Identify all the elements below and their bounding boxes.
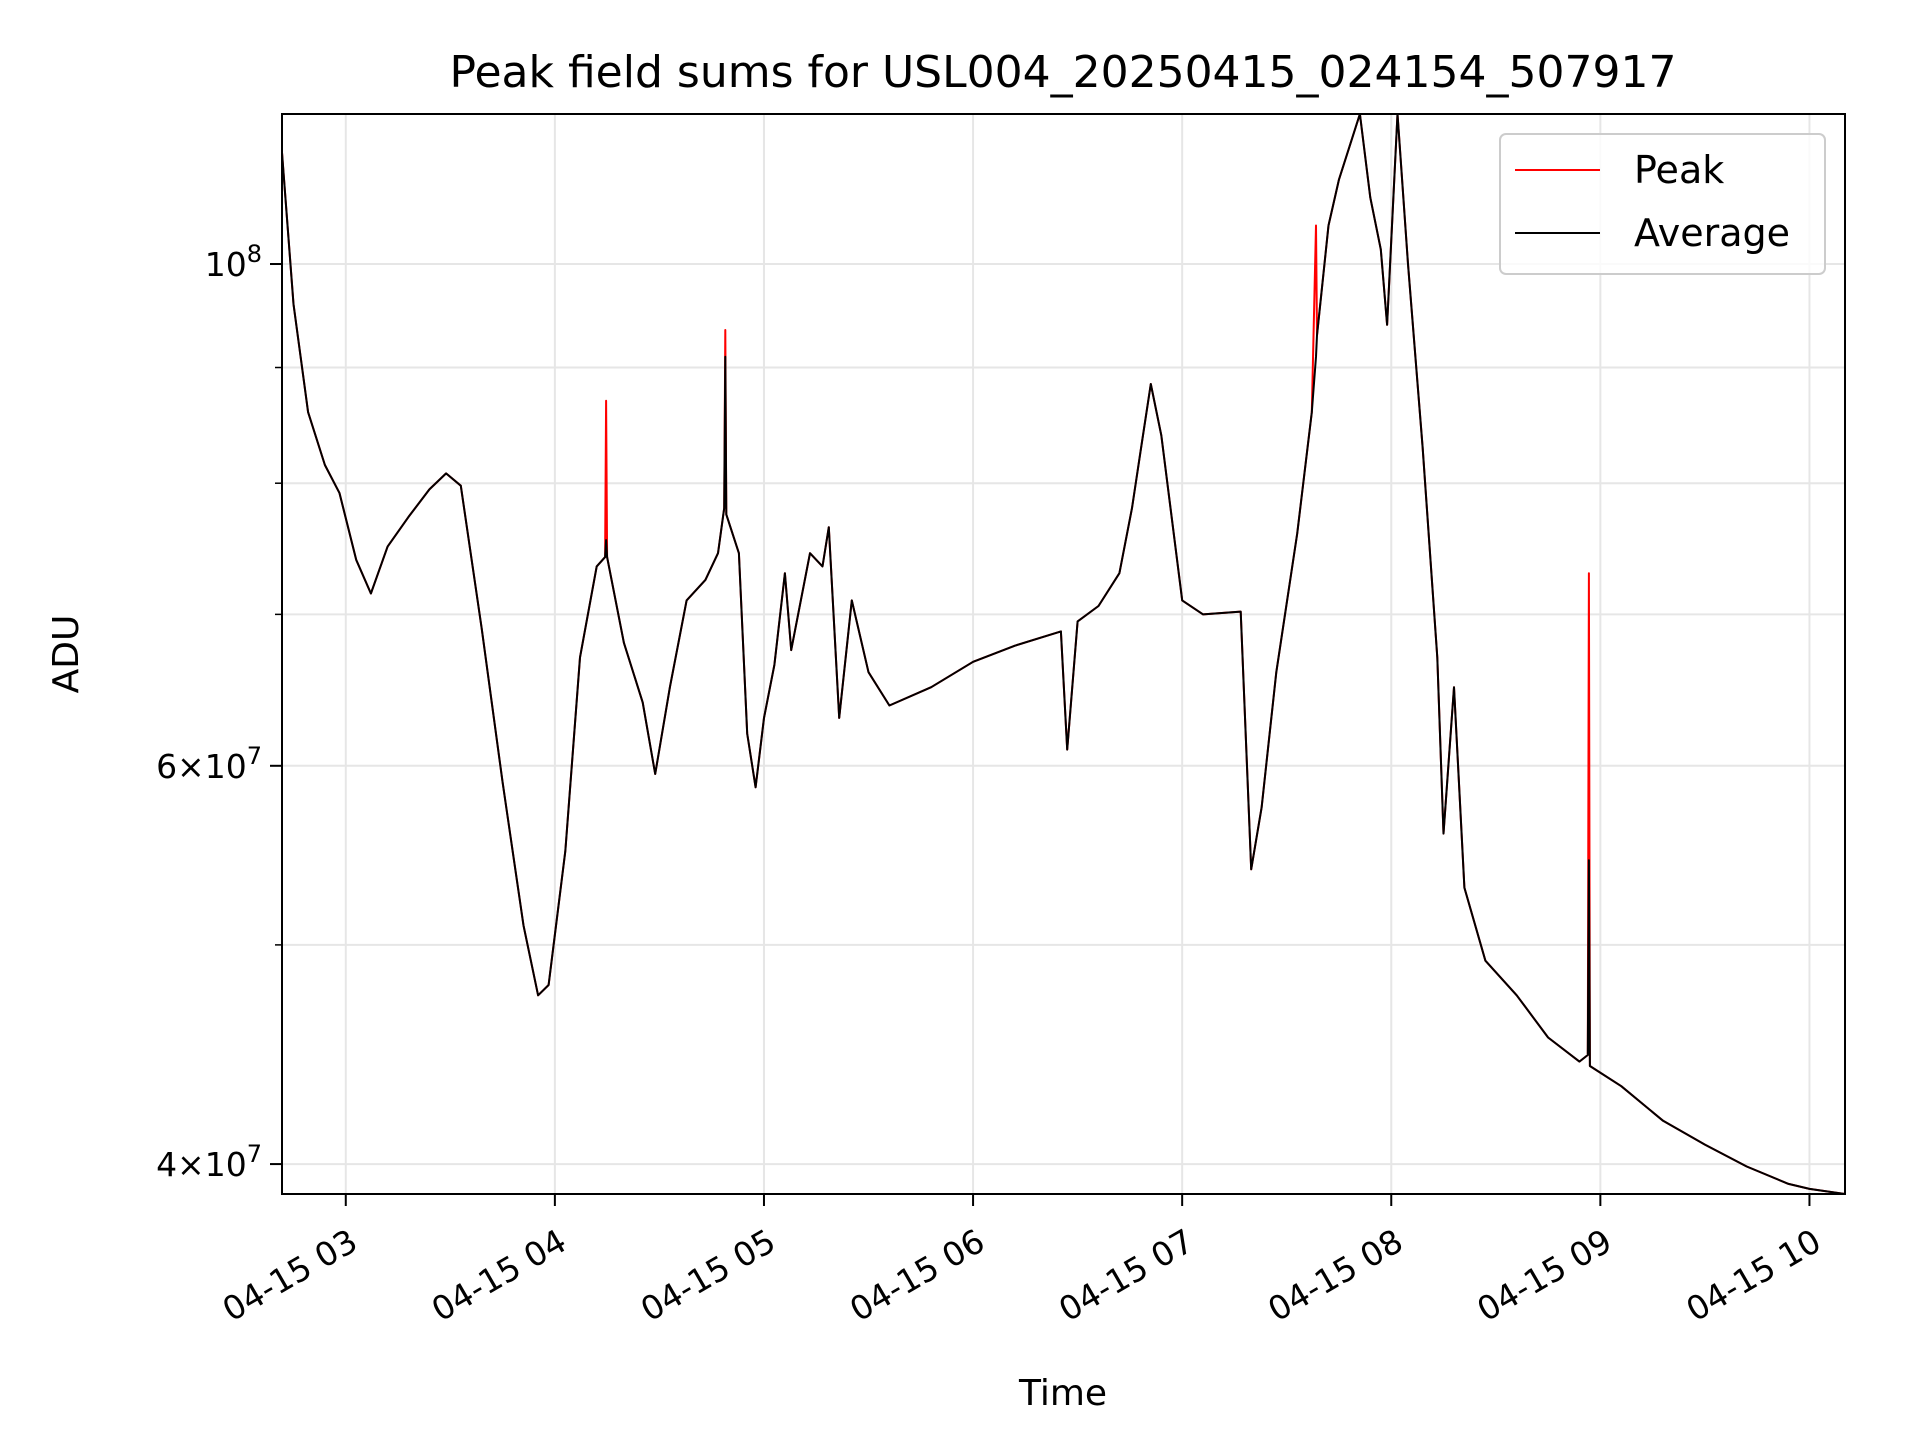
y-tick-base: 10 bbox=[205, 245, 247, 284]
plot-frame bbox=[281, 113, 1846, 1195]
y-tick-base: 10 bbox=[205, 747, 247, 786]
y-tick-mantissa: 4× bbox=[156, 1145, 205, 1184]
chart-title: Peak field sums for USL004_20250415_0241… bbox=[450, 47, 1677, 98]
y-tick-label: 108 bbox=[205, 240, 262, 284]
legend-label-peak: Peak bbox=[1634, 148, 1724, 192]
series-lines bbox=[282, 114, 1845, 1194]
y-tick-base: 10 bbox=[205, 1145, 247, 1184]
grid-lines bbox=[282, 114, 1845, 1194]
series-line-average bbox=[282, 114, 1845, 1194]
legend: Peak Average bbox=[1499, 133, 1826, 275]
y-tick-exponent: 7 bbox=[247, 742, 262, 770]
y-tick-label: 4×107 bbox=[156, 1140, 262, 1184]
y-tick-mantissa: 6× bbox=[156, 747, 205, 786]
y-axis-title: ADU bbox=[46, 615, 87, 694]
legend-label-average: Average bbox=[1634, 211, 1790, 255]
y-tick-label: 6×107 bbox=[156, 742, 262, 786]
x-axis-title: Time bbox=[1018, 1373, 1107, 1414]
y-tick-exponent: 8 bbox=[247, 240, 262, 268]
y-tick-exponent: 7 bbox=[247, 1140, 262, 1168]
